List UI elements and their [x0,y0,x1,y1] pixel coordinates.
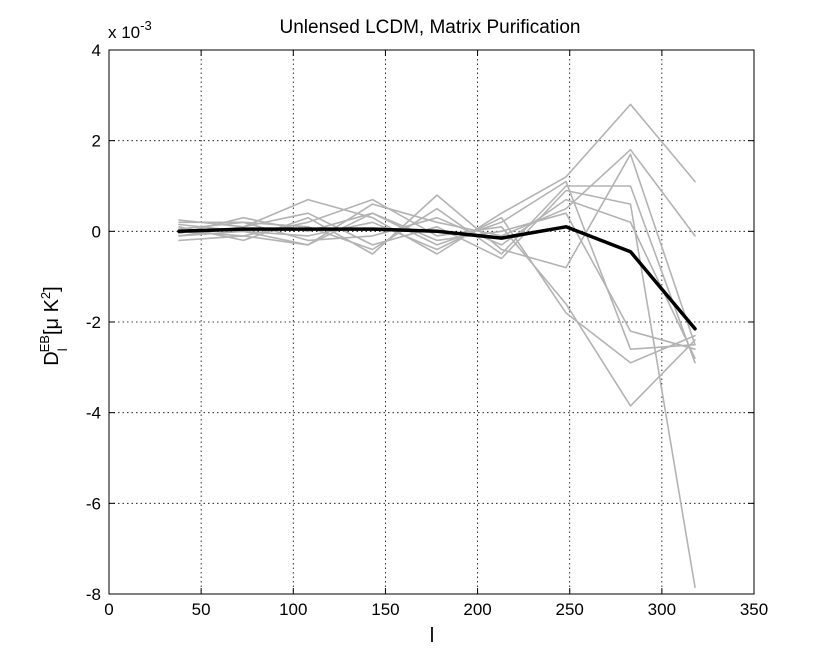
y-tick-label: 2 [92,132,101,151]
x-tick-label: 250 [556,600,584,619]
sim-series-line-1 [178,103,696,255]
x-tick-label: 350 [740,600,768,619]
y-axis-label: DlEB[μ K2] [37,286,70,365]
sim-series-line-2 [178,148,696,246]
x-tick-label: 150 [371,600,399,619]
sim-series-line-6 [178,198,696,407]
chart-title: Unlensed LCDM, Matrix Purification [280,17,581,38]
y-tick-label: -2 [86,313,101,332]
y-tick-label: 4 [92,41,101,60]
x-tick-label: 50 [192,600,211,619]
y-tick-label: -4 [86,404,101,423]
mean-series-line [177,225,697,331]
sim-series-line-10 [178,212,696,351]
y-multiplier: x 10-3 [108,18,152,42]
x-axis-label: l [430,625,434,647]
y-tick-label: -6 [86,494,101,513]
y-tick-label: 0 [92,222,101,241]
series-layer [177,103,697,589]
axis-ticks: 0 50 100 150 200 250 300 350 -8 -6 -4 -2 0 2 4 [86,41,768,619]
y-tick-label: -8 [86,585,101,604]
sim-series-line-7 [178,189,696,589]
x-tick-label: 0 [104,600,113,619]
sim-series-line-9 [178,185,696,364]
sim-series-line-8 [178,216,696,364]
x-tick-label: 200 [463,600,491,619]
x-tick-label: 100 [279,600,307,619]
x-tick-label: 300 [648,600,676,619]
